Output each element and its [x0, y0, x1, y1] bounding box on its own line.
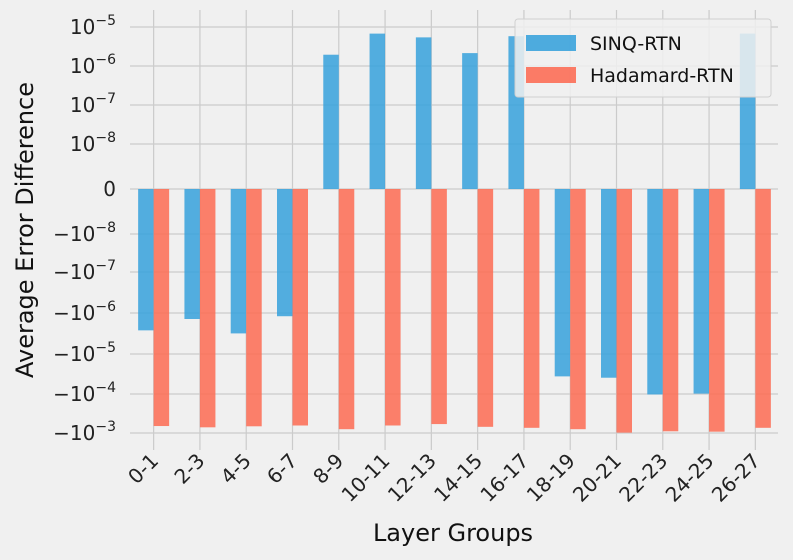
- bar-sinq-20-21: [601, 189, 617, 378]
- bar-sinq-22-23: [647, 189, 663, 395]
- bar-sinq-0-1: [138, 189, 154, 331]
- bar-hadamard-0-1: [153, 189, 170, 427]
- y-tick-label-6: −10−7: [53, 258, 116, 284]
- y-tick-label-10: −10−3: [53, 419, 116, 445]
- y-axis-label: Average Error Difference: [11, 82, 39, 378]
- y-tick-label-0: 10−5: [70, 13, 116, 39]
- y-tick-label-9: −10−4: [53, 380, 116, 406]
- legend-swatch-sinq: [526, 35, 576, 51]
- bar-sinq-10-11: [369, 33, 386, 189]
- bar-hadamard-6-7: [292, 189, 308, 426]
- y-tick-label-2: 10−7: [70, 91, 116, 117]
- legend-box: [514, 18, 772, 98]
- legend-label-hadamard: Hadamard-RTN: [590, 65, 734, 87]
- y-tick-label-7: −10−6: [53, 299, 116, 325]
- y-tick-label-5: −10−8: [53, 220, 116, 246]
- x-axis-label: Layer Groups: [373, 519, 533, 547]
- legend-label-sinq: SINQ-RTN: [590, 33, 682, 55]
- y-tick-label-1: 10−6: [70, 52, 116, 78]
- bar-hadamard-12-13: [431, 189, 447, 425]
- bar-hadamard-10-11: [385, 189, 401, 426]
- bar-hadamard-18-19: [570, 189, 586, 430]
- bar-hadamard-26-27: [755, 189, 771, 428]
- y-tick-labels: 10−5 10−6 10−7 10−8 0 −10−8 −10−7 −10−6 −10−5 −10…: [53, 13, 116, 445]
- legend: SINQ-RTN Hadamard-RTN: [514, 18, 772, 98]
- y-tick-label-8: −10−5: [53, 340, 116, 366]
- bar-hadamard-24-25: [709, 189, 725, 432]
- bar-hadamard-4-5: [246, 189, 262, 427]
- bar-sinq-14-15: [462, 53, 478, 189]
- bar-sinq-18-19: [554, 189, 571, 377]
- bar-hadamard-14-15: [477, 189, 494, 427]
- bar-sinq-12-13: [415, 37, 432, 190]
- bar-hadamard-20-21: [616, 189, 632, 433]
- bar-sinq-4-5: [230, 189, 247, 334]
- bar-hadamard-8-9: [338, 189, 355, 430]
- bar-hadamard-16-17: [523, 189, 540, 428]
- bar-hadamard-2-3: [199, 189, 216, 428]
- y-tick-label-3: 10−8: [70, 130, 116, 156]
- bar-hadamard-22-23: [662, 189, 679, 432]
- y-tick-label-4: 0: [103, 177, 116, 201]
- bar-sinq-24-25: [693, 189, 710, 394]
- bar-sinq-2-3: [184, 189, 200, 320]
- bar-sinq-8-9: [323, 54, 339, 190]
- bar-sinq-6-7: [277, 189, 293, 317]
- legend-swatch-hadamard: [526, 67, 576, 83]
